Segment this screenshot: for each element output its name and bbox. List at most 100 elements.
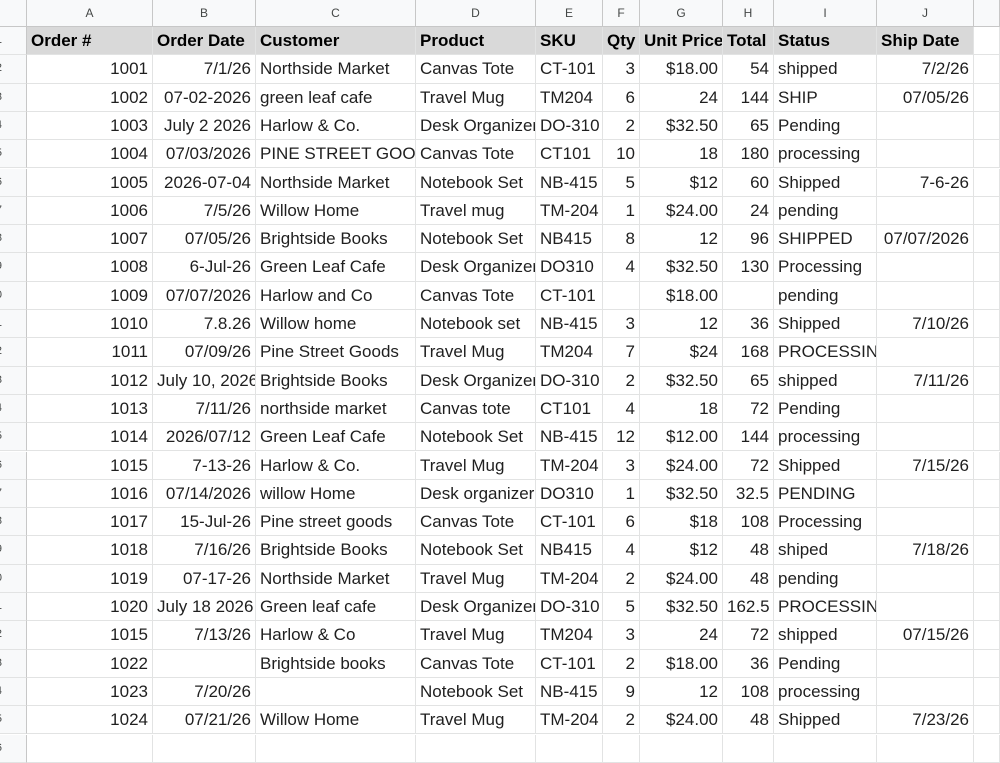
table-cell[interactable]: TM-204: [536, 564, 603, 593]
table-cell[interactable]: 65: [723, 366, 774, 395]
table-cell[interactable]: Green leaf cafe: [256, 593, 416, 622]
table-cell[interactable]: July 2 2026: [153, 111, 256, 141]
table-cell[interactable]: 1008: [27, 253, 153, 282]
table-cell[interactable]: DO310: [536, 479, 603, 509]
table-cell[interactable]: Desk Organizer: [416, 366, 536, 395]
table-cell[interactable]: CT-101: [536, 281, 603, 310]
table-cell[interactable]: $32.50: [640, 253, 723, 282]
table-cell[interactable]: 07/07/2026: [877, 225, 974, 254]
table-cell[interactable]: July 10, 2026: [153, 366, 256, 395]
table-cell[interactable]: 3: [603, 451, 640, 480]
column-header-h[interactable]: H: [723, 0, 774, 27]
table-cell[interactable]: Processing: [774, 253, 877, 282]
table-cell[interactable]: CT101: [536, 394, 603, 424]
empty-cell[interactable]: [974, 253, 1000, 282]
empty-cell[interactable]: [974, 423, 1000, 452]
table-cell[interactable]: [603, 281, 640, 310]
table-cell[interactable]: 1010: [27, 310, 153, 339]
table-cell[interactable]: Desk Organizer: [416, 593, 536, 622]
row-header[interactable]: 7: [0, 196, 27, 226]
table-cell[interactable]: 1005: [27, 168, 153, 197]
empty-cell[interactable]: [256, 734, 416, 763]
column-header-c[interactable]: C: [256, 0, 416, 27]
table-cell[interactable]: 72: [723, 451, 774, 480]
table-cell[interactable]: July 18 2026: [153, 593, 256, 622]
table-cell[interactable]: Travel mug: [416, 196, 536, 226]
table-cell[interactable]: 1011: [27, 338, 153, 367]
empty-cell[interactable]: [974, 508, 1000, 537]
table-cell[interactable]: 8: [603, 225, 640, 254]
empty-cell[interactable]: [974, 281, 1000, 310]
table-cell[interactable]: [723, 281, 774, 310]
table-cell[interactable]: $32.50: [640, 366, 723, 395]
table-cell[interactable]: 7/10/26: [877, 310, 974, 339]
table-cell[interactable]: $18.00: [640, 55, 723, 84]
table-cell[interactable]: $12: [640, 168, 723, 197]
table-cell[interactable]: Notebook Set: [416, 168, 536, 197]
empty-cell[interactable]: [974, 621, 1000, 650]
table-cell[interactable]: 7/13/26: [153, 621, 256, 650]
table-cell[interactable]: 1: [603, 196, 640, 226]
table-cell[interactable]: Brightside Books: [256, 225, 416, 254]
column-header-f[interactable]: F: [603, 0, 640, 27]
table-cell[interactable]: shipped: [774, 55, 877, 84]
table-cell[interactable]: processing: [774, 140, 877, 169]
table-cell[interactable]: 1015: [27, 451, 153, 480]
table-cell[interactable]: Shipped: [774, 451, 877, 480]
empty-cell[interactable]: [974, 55, 1000, 84]
table-cell[interactable]: 48: [723, 564, 774, 593]
table-cell[interactable]: 144: [723, 423, 774, 452]
empty-cell[interactable]: [974, 310, 1000, 339]
table-cell[interactable]: 7/1/26: [153, 55, 256, 84]
table-cell[interactable]: 07/15/26: [877, 621, 974, 650]
table-cell[interactable]: green leaf cafe: [256, 83, 416, 112]
table-cell[interactable]: [877, 508, 974, 537]
table-cell[interactable]: Canvas Tote: [416, 55, 536, 84]
table-cell[interactable]: 07/14/2026: [153, 479, 256, 509]
row-header[interactable]: 19: [0, 536, 27, 565]
table-cell[interactable]: 1: [603, 479, 640, 509]
table-cell[interactable]: pending: [774, 564, 877, 593]
table-cell[interactable]: 1016: [27, 479, 153, 509]
table-cell[interactable]: shipped: [774, 366, 877, 395]
table-cell[interactable]: 2: [603, 564, 640, 593]
table-cell[interactable]: $32.50: [640, 593, 723, 622]
table-cell[interactable]: TM204: [536, 83, 603, 112]
table-cell[interactable]: 7/5/26: [153, 196, 256, 226]
table-cell[interactable]: 72: [723, 394, 774, 424]
row-header[interactable]: 17: [0, 479, 27, 509]
table-cell[interactable]: 65: [723, 111, 774, 141]
table-cell[interactable]: 24: [723, 196, 774, 226]
table-cell[interactable]: NB-415: [536, 423, 603, 452]
table-cell[interactable]: DO-310: [536, 111, 603, 141]
table-cell[interactable]: [877, 423, 974, 452]
table-cell[interactable]: Harlow & Co: [256, 621, 416, 650]
table-cell[interactable]: Brightside Books: [256, 366, 416, 395]
table-cell[interactable]: 1003: [27, 111, 153, 141]
table-cell[interactable]: Travel Mug: [416, 338, 536, 367]
table-cell[interactable]: PINE STREET GOODS: [256, 140, 416, 169]
table-cell[interactable]: $24.00: [640, 451, 723, 480]
table-cell[interactable]: Notebook Set: [416, 423, 536, 452]
table-cell[interactable]: 1015: [27, 621, 153, 650]
empty-cell[interactable]: [974, 140, 1000, 169]
table-cell[interactable]: NB-415: [536, 168, 603, 197]
table-cell[interactable]: [877, 564, 974, 593]
table-cell[interactable]: Desk organizer: [416, 479, 536, 509]
row-header[interactable]: 20: [0, 564, 27, 593]
table-cell[interactable]: Willow Home: [256, 196, 416, 226]
table-cell[interactable]: [877, 111, 974, 141]
table-cell[interactable]: 3: [603, 55, 640, 84]
table-cell[interactable]: Desk Organizer: [416, 253, 536, 282]
empty-cell[interactable]: [974, 479, 1000, 509]
empty-cell[interactable]: [153, 734, 256, 763]
table-cell[interactable]: 24: [640, 83, 723, 112]
table-cell[interactable]: 7-6-26: [877, 168, 974, 197]
empty-cell[interactable]: [974, 536, 1000, 565]
table-cell[interactable]: 32.5: [723, 479, 774, 509]
header-cell[interactable]: Order #: [27, 27, 153, 56]
table-cell[interactable]: Shipped: [774, 706, 877, 735]
header-cell[interactable]: Ship Date: [877, 27, 974, 56]
column-header-b[interactable]: B: [153, 0, 256, 27]
table-cell[interactable]: 36: [723, 310, 774, 339]
